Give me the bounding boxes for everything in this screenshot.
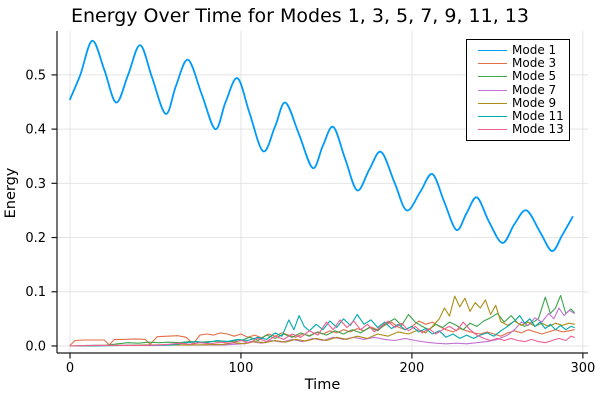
legend-line-swatch [478,102,507,104]
x-axis-label: Time [304,377,341,393]
legend-line-swatch [478,129,507,131]
y-tick-label: 0.2 [25,231,46,246]
legend-line-swatch [478,50,507,52]
legend-item-mode-9: Mode 9 [478,95,565,110]
legend-line-swatch [478,76,507,78]
y-tick-label: 0.0 [25,339,46,354]
legend-item-mode-11: Mode 11 [478,110,565,123]
legend-label: Mode 7 [512,82,557,97]
legend-item-mode-13: Mode 13 [478,123,565,136]
legend-line-swatch [478,63,507,65]
series-line-mode-11 [69,313,575,347]
legend-item-mode-3: Mode 3 [478,57,565,70]
x-tick-label: 300 [570,361,595,376]
legend: Mode 1 Mode 3 Mode 5 Mode 7 Mode 9 Mode 11 Mod… [466,39,570,142]
legend-label: Mode 9 [512,95,557,110]
y-tick-label: 0.1 [25,285,46,300]
series-line-mode-13 [69,319,575,347]
legend-item-mode-5: Mode 5 [478,70,565,83]
chart-title: Energy Over Time for Modes 1, 3, 5, 7, 9… [71,5,529,27]
x-tick-label: 200 [399,361,424,376]
y-tick-label: 0.5 [25,68,46,83]
x-tick-label: 0 [66,361,74,376]
legend-label: Mode 5 [512,69,557,84]
legend-line-swatch [478,89,507,91]
legend-item-mode-1: Mode 1 [478,44,565,57]
legend-label: Mode 3 [512,56,557,71]
x-tick-label: 100 [229,361,254,376]
legend-item-mode-7: Mode 7 [478,82,565,97]
legend-line-swatch [478,116,507,118]
legend-label: Mode 1 [512,43,557,58]
series-line-mode-7 [69,307,575,347]
y-tick-label: 0.3 [25,177,46,192]
y-tick-label: 0.4 [25,123,46,138]
series-line-mode-1 [69,39,574,252]
legend-label: Mode 11 [512,109,564,124]
legend-label: Mode 13 [512,122,564,137]
